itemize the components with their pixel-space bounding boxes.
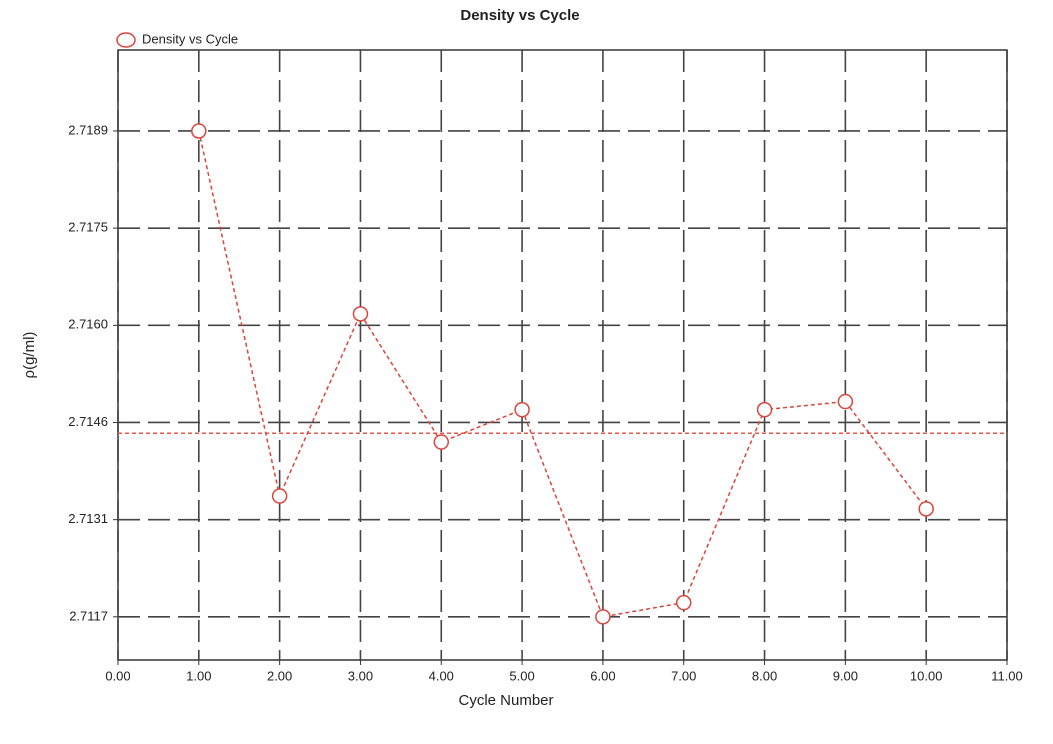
y-tick-label: 2.7131 [68,511,108,526]
y-tick-label: 2.7146 [68,414,108,429]
data-point [352,306,369,322]
data-point [675,594,692,611]
x-tick-label: 11.00 [991,668,1023,683]
x-tick-label: 2.00 [267,668,292,683]
data-point [837,393,854,410]
y-tick-label: 2.7189 [68,122,108,137]
x-tick-label: 9.00 [833,668,858,683]
data-point [918,501,934,517]
x-tick-label: 3.00 [348,668,373,683]
x-tick-label: 7.00 [671,668,696,683]
x-tick-label: 8.00 [752,668,777,683]
x-tick-label: 6.00 [590,668,615,683]
legend-label: Density vs Cycle [142,31,238,46]
y-tick-label: 2.7175 [68,220,108,235]
legend-marker [116,32,136,48]
data-point [433,434,450,450]
data-point [514,401,530,418]
x-tick-label: 0.00 [105,668,130,683]
chart-title: Density vs Cycle [460,7,579,24]
x-axis-label: Cycle Number [458,692,553,709]
x-tick-label: 5.00 [509,668,534,683]
data-point [271,488,288,504]
y-axis-label: ρ(g/ml) [21,332,38,379]
x-tick-label: 4.00 [429,668,454,683]
series-line [198,130,927,618]
y-tick-label: 2.7160 [68,317,108,332]
y-tick-label: 2.7117 [69,608,108,623]
data-point [595,609,611,625]
x-tick-label: 10.00 [910,668,943,683]
plot-area [117,49,1008,661]
data-point [191,123,207,139]
x-tick-label: 1.00 [186,668,211,683]
data-point [756,401,773,418]
